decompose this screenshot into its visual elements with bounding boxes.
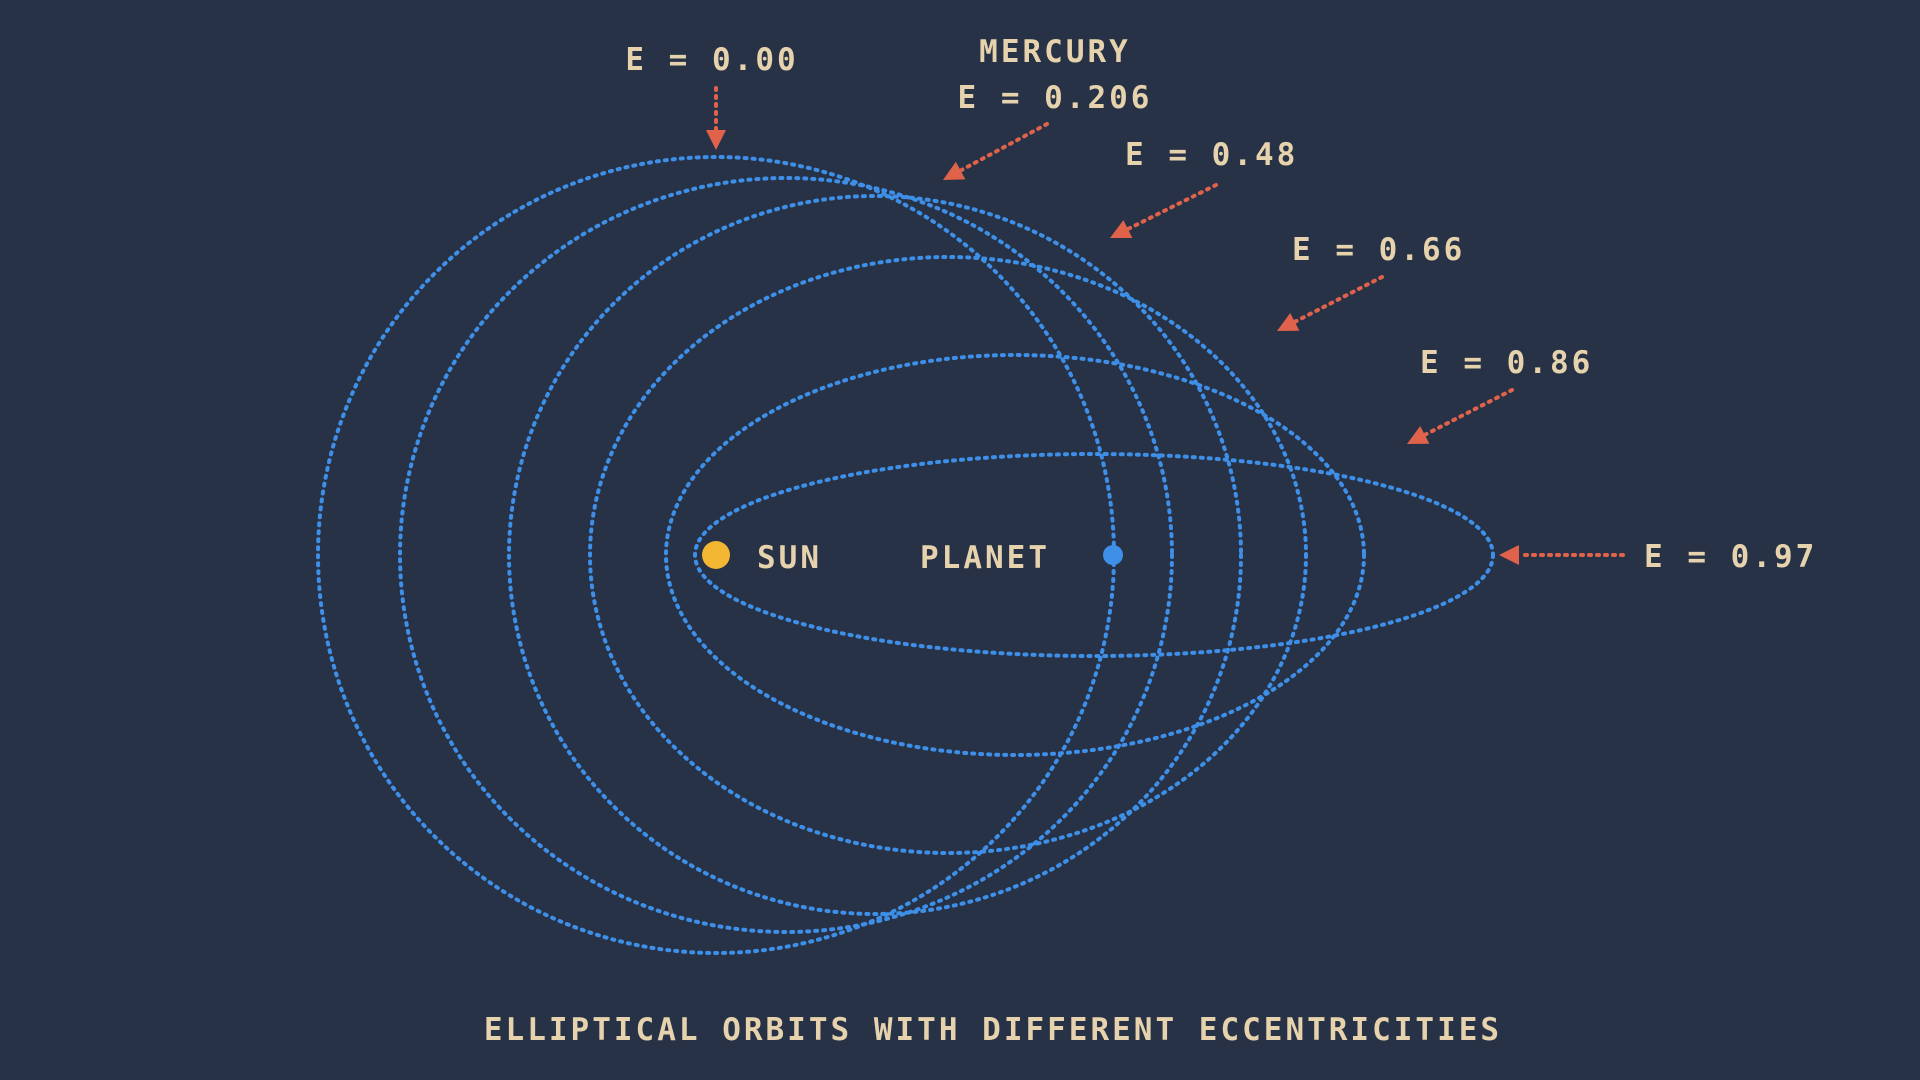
arrowhead-icon [1499,545,1519,565]
orbit-ellipse-2 [507,194,1243,916]
eccentricity-label: E = 0.97 [1644,539,1817,575]
planet-label: PLANET [920,540,1050,576]
arrowhead-icon [1110,220,1133,238]
eccentricity-label: E = 0.00 [625,42,798,78]
diagram-title: ELLIPTICAL ORBITS WITH DIFFERENT ECCENTR… [484,1012,1502,1048]
eccentricity-label: E = 0.86 [1420,345,1593,381]
orbit-ellipse-4 [664,353,1366,757]
arrowhead-icon [1277,312,1300,331]
arrow-line-4 [1422,388,1514,437]
orbit-ellipse-5 [693,452,1495,658]
arrows-layer [706,86,1625,565]
sun-label: SUN [757,540,822,576]
eccentricity-label: E = 0.48 [1125,137,1298,173]
planet-icon [1103,545,1123,565]
eccentricity-label: E = 0.66 [1292,232,1465,268]
arrowhead-icon [943,161,966,180]
arrow-line-3 [1292,275,1384,324]
orbits-layer [316,155,1495,955]
arrow-line-1 [958,122,1049,173]
orbit-ellipse-1 [398,176,1174,934]
planet-name-label: MERCURY [979,34,1131,70]
arrowhead-icon [1407,425,1430,444]
arrowhead-icon [706,130,726,150]
arrow-line-2 [1125,183,1218,232]
eccentricity-labels: E = 0.00 E = 0.206 MERCURY E = 0.48 E = 0.66… [625,34,1817,575]
orbit-ellipse-3 [588,255,1308,855]
sun-icon [702,541,730,569]
eccentricity-label: E = 0.206 [958,80,1153,116]
